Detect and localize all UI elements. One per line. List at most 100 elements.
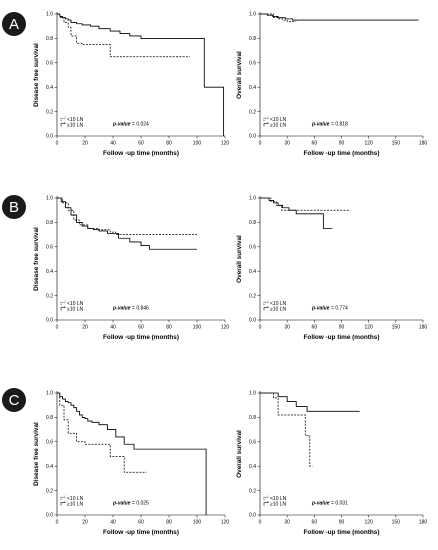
y-tick-label: 0.8 xyxy=(249,36,256,42)
km-curve-lt10-ln xyxy=(260,392,313,467)
legend-swatch xyxy=(60,122,66,127)
y-tick-label: 0.8 xyxy=(46,415,53,421)
legend-swatch xyxy=(60,116,66,121)
x-tick-label: 100 xyxy=(193,141,202,147)
y-tick-label: 1.0 xyxy=(249,12,256,18)
y-tick-label: 0.8 xyxy=(249,220,256,226)
km-chart-c-os: 0.0 0.2 0.4 0.6 0.8 1.0 0 30 60 90 120 150 180 Follow… xyxy=(236,391,427,536)
x-tick-label: 150 xyxy=(392,325,401,331)
km-curve-ge10-ln xyxy=(260,13,419,21)
y-tick-label: 1.0 xyxy=(46,196,53,202)
p-value-annotation: p-value = 0.846 xyxy=(112,306,149,312)
p-value-number: = 0.818 xyxy=(331,122,348,128)
y-tick-label: 0.0 xyxy=(46,134,53,140)
x-tick-label: 60 xyxy=(138,141,144,147)
legend-swatch xyxy=(263,306,269,311)
x-tick-label: 80 xyxy=(166,141,172,147)
y-tick-label: 0.2 xyxy=(249,109,256,115)
legend-swatch xyxy=(60,495,66,500)
p-value-label: p-value xyxy=(311,122,330,128)
x-tick-label: 20 xyxy=(82,141,88,147)
km-chart-c-dfs: 0.0 0.2 0.4 0.6 0.8 1.0 0 20 40 60 80 100 120 Follow … xyxy=(33,391,229,536)
x-tick-label: 120 xyxy=(221,325,230,331)
legend-swatch xyxy=(60,306,66,311)
x-tick-label: 40 xyxy=(110,141,116,147)
x-tick-label: 120 xyxy=(221,141,230,147)
p-value-number: = 0.025 xyxy=(132,501,149,507)
km-curve-lt10-ln xyxy=(260,197,351,211)
legend-swatch xyxy=(263,495,269,500)
x-tick-label: 120 xyxy=(221,520,230,526)
x-tick-label: 80 xyxy=(166,325,172,331)
y-tick-label: 0.8 xyxy=(46,220,53,226)
x-tick-label: 0 xyxy=(56,520,59,526)
legend-swatch xyxy=(263,116,269,121)
x-tick-label: 90 xyxy=(339,520,345,526)
y-tick-label: 0.0 xyxy=(46,513,53,519)
x-tick-label: 0 xyxy=(56,141,59,147)
y-tick-label: 0.6 xyxy=(249,440,256,446)
x-tick-label: 120 xyxy=(364,141,373,147)
y-tick-label: 0.6 xyxy=(46,440,53,446)
y-tick-label: 0.8 xyxy=(249,415,256,421)
legend: <10 LN≥10 LN xyxy=(263,300,287,313)
y-tick-label: 0.2 xyxy=(249,488,256,494)
y-tick-label: 0.0 xyxy=(46,318,53,324)
legend: <10 LN≥10 LN xyxy=(263,116,287,129)
km-curve-ge10-ln xyxy=(57,13,225,136)
x-tick-label: 180 xyxy=(419,520,428,526)
legend: <10 LN≥10 LN xyxy=(60,300,84,313)
x-tick-label: 150 xyxy=(392,141,401,147)
panel-badge-a: A xyxy=(2,12,26,36)
panel-letter: B xyxy=(9,199,19,216)
legend-entry: <10 LN xyxy=(270,117,287,123)
km-curve-ge10-ln xyxy=(260,392,360,412)
y-tick-label: 0.6 xyxy=(249,61,256,67)
legend-entry: ≥10 LN xyxy=(270,307,286,313)
y-tick-label: 0.8 xyxy=(46,36,53,42)
y-tick-label: 0.4 xyxy=(46,464,53,470)
p-value-label: p-value xyxy=(112,501,131,507)
x-tick-label: 60 xyxy=(312,520,318,526)
x-tick-label: 90 xyxy=(339,141,345,147)
p-value-annotation: p-value = 0.031 xyxy=(311,501,348,507)
x-tick-label: 30 xyxy=(284,325,290,331)
y-tick-label: 0.4 xyxy=(46,85,53,91)
legend-entry: ≥10 LN xyxy=(67,123,83,129)
x-tick-label: 30 xyxy=(284,141,290,147)
x-axis-label: Follow -up time (months) xyxy=(304,150,380,157)
x-tick-label: 0 xyxy=(259,520,262,526)
y-tick-label: 0.0 xyxy=(249,513,256,519)
legend-entry: ≥10 LN xyxy=(270,123,286,129)
p-value-number: = 0.031 xyxy=(331,501,348,507)
p-value-label: p-value xyxy=(311,501,330,507)
y-tick-label: 0.4 xyxy=(249,85,256,91)
x-tick-label: 30 xyxy=(284,520,290,526)
x-tick-label: 40 xyxy=(110,325,116,331)
y-tick-label: 0.6 xyxy=(249,245,256,251)
x-axis-label: Follow -up time (months) xyxy=(304,334,380,341)
x-tick-label: 150 xyxy=(392,520,401,526)
x-tick-label: 0 xyxy=(56,325,59,331)
x-tick-label: 100 xyxy=(193,325,202,331)
y-tick-label: 0.2 xyxy=(46,488,53,494)
x-tick-label: 180 xyxy=(419,325,428,331)
km-chart-a-dfs: 0.0 0.2 0.4 0.6 0.8 1.0 0 20 40 60 80 100 120 Follow … xyxy=(33,12,229,157)
p-value-label: p-value xyxy=(311,306,330,312)
y-axis-label: Disease free survival xyxy=(33,43,40,107)
km-chart-b-dfs: 0.0 0.2 0.4 0.6 0.8 1.0 0 20 40 60 80 100 120 Follow … xyxy=(33,196,229,341)
km-curve-ge10-ln xyxy=(260,197,333,229)
legend-entry: <10 LN xyxy=(270,496,287,502)
x-tick-label: 80 xyxy=(166,520,172,526)
x-tick-label: 0 xyxy=(259,325,262,331)
km-chart-a-os: 0.0 0.2 0.4 0.6 0.8 1.0 0 30 60 90 120 150 180 Follow… xyxy=(236,12,427,157)
x-tick-label: 20 xyxy=(82,325,88,331)
x-tick-label: 60 xyxy=(312,325,318,331)
y-tick-label: 0.6 xyxy=(46,245,53,251)
x-tick-label: 40 xyxy=(110,520,116,526)
p-value-annotation: p-value = 0.818 xyxy=(311,122,348,128)
legend-entry: ≥10 LN xyxy=(67,502,83,508)
legend-swatch xyxy=(263,501,269,506)
y-axis-label: Disease free survival xyxy=(33,422,40,486)
